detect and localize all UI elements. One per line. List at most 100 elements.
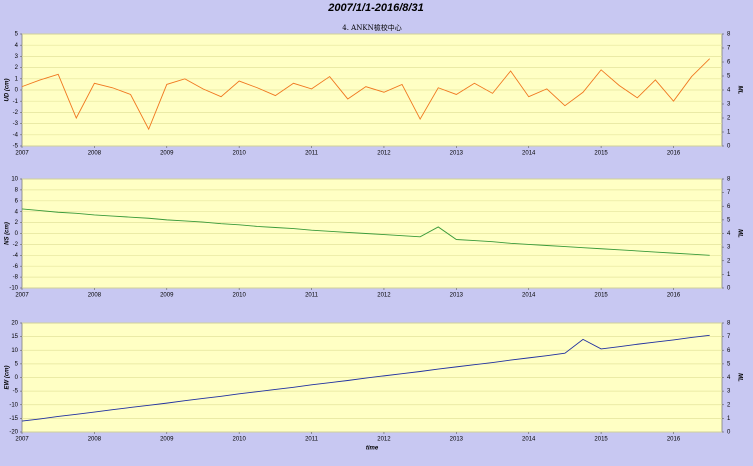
y-tick-label: 3 — [15, 54, 19, 60]
y-tick-label: -5 — [13, 389, 19, 395]
y-tick-label: -20 — [9, 430, 18, 436]
y2-tick-label: 8 — [727, 321, 731, 327]
y-tick-label: 0 — [15, 231, 19, 237]
y2-tick-label: 0 — [727, 144, 731, 150]
x-tick-label: 2011 — [305, 437, 319, 443]
y2-tick-label: 0 — [727, 430, 731, 436]
y2-tick-label: 2 — [727, 258, 731, 264]
y2-tick-label: 5 — [727, 74, 731, 80]
y-tick-label: -2 — [13, 110, 19, 116]
x-tick-label: 2016 — [667, 151, 681, 157]
series-line — [21, 334, 710, 422]
y2-axis-label: ML — [736, 86, 742, 95]
y-tick-label: -5 — [13, 144, 19, 150]
x-tick-label: 2010 — [232, 437, 246, 443]
y2-tick-label: 1 — [727, 130, 731, 136]
x-tick-label: 2008 — [88, 293, 102, 299]
y2-tick-label: 2 — [727, 116, 731, 122]
y-tick-label: 6 — [15, 198, 19, 204]
y-tick-label: 8 — [15, 187, 19, 193]
y-tick-label: -1 — [13, 99, 19, 105]
x-tick-label: 2013 — [450, 293, 464, 299]
y-tick-label: -15 — [9, 416, 18, 422]
y-axis-label: NS (cm) — [5, 222, 11, 245]
y-tick-label: 4 — [15, 43, 19, 49]
x-axis-label: time — [366, 446, 379, 452]
x-tick-label: 2009 — [160, 293, 174, 299]
series-line — [21, 58, 711, 131]
x-tick-label: 2016 — [667, 437, 681, 443]
x-tick-label: 2015 — [594, 437, 608, 443]
x-tick-label: 2007 — [15, 293, 29, 299]
x-tick-label: 2010 — [232, 293, 246, 299]
x-tick-label: 2007 — [15, 151, 29, 157]
x-tick-label: 2013 — [450, 151, 464, 157]
y-tick-label: -6 — [13, 264, 19, 270]
y2-tick-label: 5 — [727, 217, 731, 223]
x-tick-label: 2012 — [377, 437, 391, 443]
y-tick-label: 5 — [15, 32, 19, 38]
y-axis-label: EW (cm) — [5, 365, 11, 389]
y-tick-label: -3 — [13, 121, 19, 127]
y-tick-label: 20 — [11, 321, 18, 327]
y2-tick-label: 4 — [727, 88, 731, 94]
x-tick-label: 2015 — [594, 293, 608, 299]
x-tick-label: 2010 — [232, 151, 246, 157]
y-tick-label: 1 — [15, 76, 19, 82]
x-tick-label: 2007 — [15, 437, 29, 443]
y-tick-label: 5 — [15, 361, 19, 367]
y2-tick-label: 8 — [727, 177, 731, 183]
y2-tick-label: 7 — [727, 334, 731, 340]
y2-tick-label: 2 — [727, 402, 731, 408]
y2-tick-label: 3 — [727, 389, 731, 395]
y2-tick-label: 0 — [727, 286, 731, 292]
x-tick-label: 2014 — [522, 293, 536, 299]
x-tick-label: 2008 — [88, 437, 102, 443]
x-tick-label: 2012 — [377, 151, 391, 157]
y2-tick-label: 7 — [727, 46, 731, 52]
x-tick-label: 2013 — [450, 437, 464, 443]
x-tick-label: 2016 — [667, 293, 681, 299]
y-tick-label: 4 — [15, 209, 19, 215]
y-tick-label: -8 — [13, 275, 19, 281]
y2-tick-label: 4 — [727, 231, 731, 237]
x-tick-label: 2008 — [88, 151, 102, 157]
y2-tick-label: 1 — [727, 416, 731, 422]
x-tick-label: 2014 — [522, 151, 536, 157]
y-tick-label: -2 — [13, 242, 19, 248]
x-tick-label: 2009 — [160, 151, 174, 157]
y2-tick-label: 4 — [727, 375, 731, 381]
x-tick-label: 2011 — [305, 293, 319, 299]
y-tick-label: 2 — [15, 65, 19, 71]
y2-tick-label: 3 — [727, 102, 731, 108]
y-tick-label: 10 — [11, 177, 18, 183]
y2-tick-label: 8 — [727, 32, 731, 38]
chart-title: 2007/1/1-2016/8/31 — [327, 2, 423, 14]
y-tick-label: 0 — [15, 375, 19, 381]
y-tick-label: 0 — [15, 88, 19, 94]
y2-tick-label: 6 — [727, 60, 731, 66]
y2-tick-label: 1 — [727, 272, 731, 278]
x-tick-label: 2015 — [594, 151, 608, 157]
series-line — [21, 208, 710, 256]
y2-axis-label: ML — [736, 373, 742, 382]
y-tick-label: -10 — [9, 402, 18, 408]
x-tick-label: 2009 — [160, 437, 174, 443]
y2-axis-label: ML — [736, 229, 742, 238]
y-tick-label: 15 — [11, 334, 18, 340]
x-tick-label: 2014 — [522, 437, 536, 443]
y-tick-label: -4 — [13, 132, 19, 138]
y-tick-label: 2 — [15, 220, 19, 226]
y2-tick-label: 6 — [727, 348, 731, 354]
y-tick-label: -4 — [13, 253, 19, 259]
x-tick-label: 2011 — [305, 151, 319, 157]
chart-subtitle: 4. ANKN檢校中心 — [342, 23, 401, 32]
y2-tick-label: 3 — [727, 245, 731, 251]
y2-tick-label: 7 — [727, 190, 731, 196]
y-axis-label: UD (cm) — [5, 78, 11, 101]
y2-tick-label: 6 — [727, 204, 731, 210]
y-tick-label: -10 — [9, 286, 18, 292]
y2-tick-label: 5 — [727, 361, 731, 367]
